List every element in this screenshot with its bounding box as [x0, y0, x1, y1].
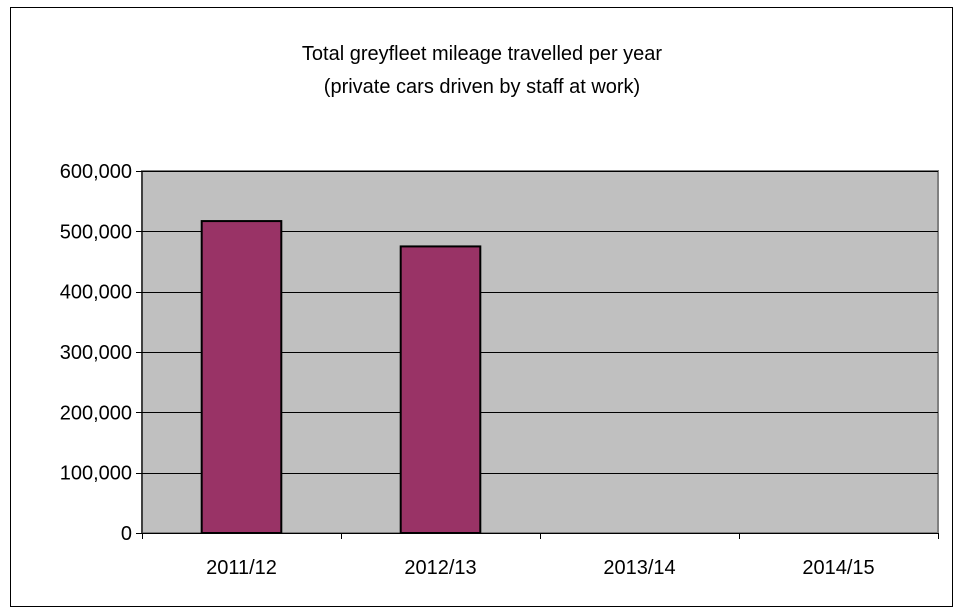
x-tick-label: 2013/14 — [603, 557, 675, 579]
bar-2011-12 — [200, 220, 283, 534]
chart-title: Total greyfleet mileage travelled per ye… — [302, 43, 663, 98]
y-tick-label: 300,000 — [60, 342, 132, 364]
bars — [200, 220, 482, 535]
y-tick-label: 500,000 — [60, 221, 132, 243]
y-axis-tick-labels: 0 100,000 200,000 300,000 400,000 500,000 600,… — [60, 161, 132, 545]
y-tick-label: 200,000 — [60, 402, 132, 424]
y-tick-label: 0 — [121, 523, 132, 545]
y-tick-label: 100,000 — [60, 463, 132, 485]
x-axis-tick-labels: 2011/12 2012/13 2013/14 2014/15 — [206, 557, 875, 579]
x-tick-label: 2012/13 — [404, 557, 476, 579]
x-tick-label: 2011/12 — [206, 557, 277, 579]
y-tick-label: 400,000 — [60, 282, 132, 304]
chart-title-line-1: Total greyfleet mileage travelled per ye… — [302, 43, 663, 65]
x-tick-label: 2014/15 — [802, 557, 874, 579]
y-tick-label: 600,000 — [60, 161, 132, 183]
bar-2012-13 — [399, 245, 482, 535]
axes — [136, 171, 939, 539]
chart-title-line-2: (private cars driven by staff at work) — [324, 76, 640, 98]
